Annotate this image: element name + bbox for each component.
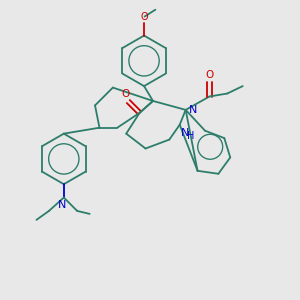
Text: N: N: [189, 105, 197, 115]
Text: O: O: [205, 70, 214, 80]
Text: N: N: [181, 128, 190, 138]
Text: O: O: [121, 89, 130, 99]
Text: H: H: [187, 131, 194, 141]
Text: O: O: [140, 12, 148, 22]
Text: N: N: [58, 200, 67, 210]
